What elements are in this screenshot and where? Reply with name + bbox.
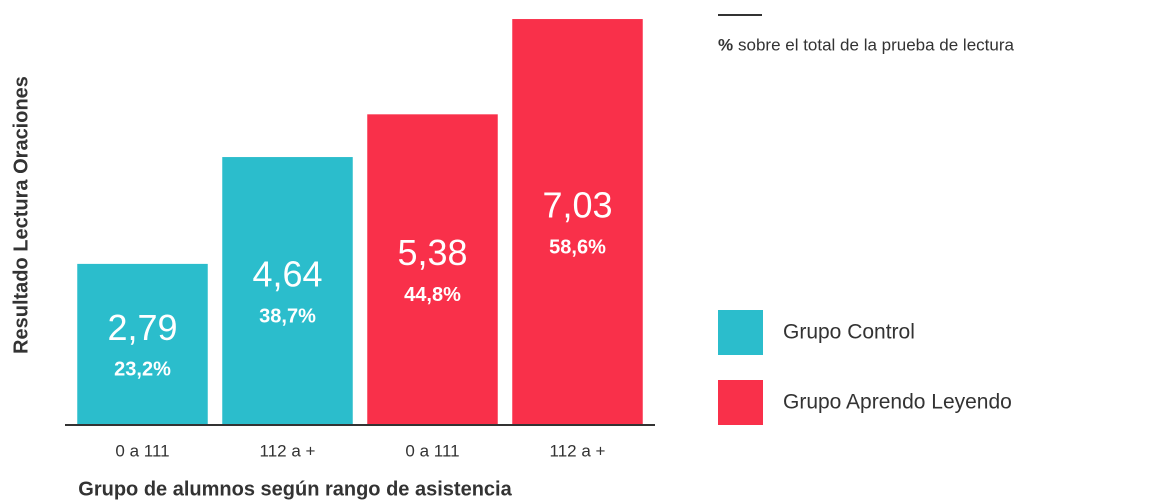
x-tick-label: 0 a 111 [115,441,169,460]
x-tick-label: 112 a + [260,441,316,460]
legend-swatch [718,380,763,425]
legend-label: Grupo Aprendo Leyendo [783,391,1012,414]
percent-label: 58,6% [549,236,606,258]
x-tick-label: 0 a 111 [405,441,459,460]
bar [367,114,498,425]
value-label: 2,79 [107,307,177,348]
percent-label: 23,2% [114,359,171,381]
legend-label: Grupo Control [783,321,915,344]
bar [222,157,353,425]
percent-label: 44,8% [404,284,461,306]
note-symbol: % [718,35,733,54]
x-axis-title: Grupo de alumnos según rango de asistenc… [78,478,512,500]
y-axis-title: Resultado Lectura Oraciones [10,76,32,354]
value-label: 4,64 [252,254,322,295]
bar [77,263,208,425]
percent-label: 38,7% [259,305,316,327]
x-tick-label: 112 a + [550,441,606,460]
legend-swatch [718,310,763,355]
note-text: sobre el total de la prueba de lectura [738,35,1015,54]
bar [512,19,643,425]
value-label: 5,38 [397,232,467,273]
value-label: 7,03 [542,185,612,226]
